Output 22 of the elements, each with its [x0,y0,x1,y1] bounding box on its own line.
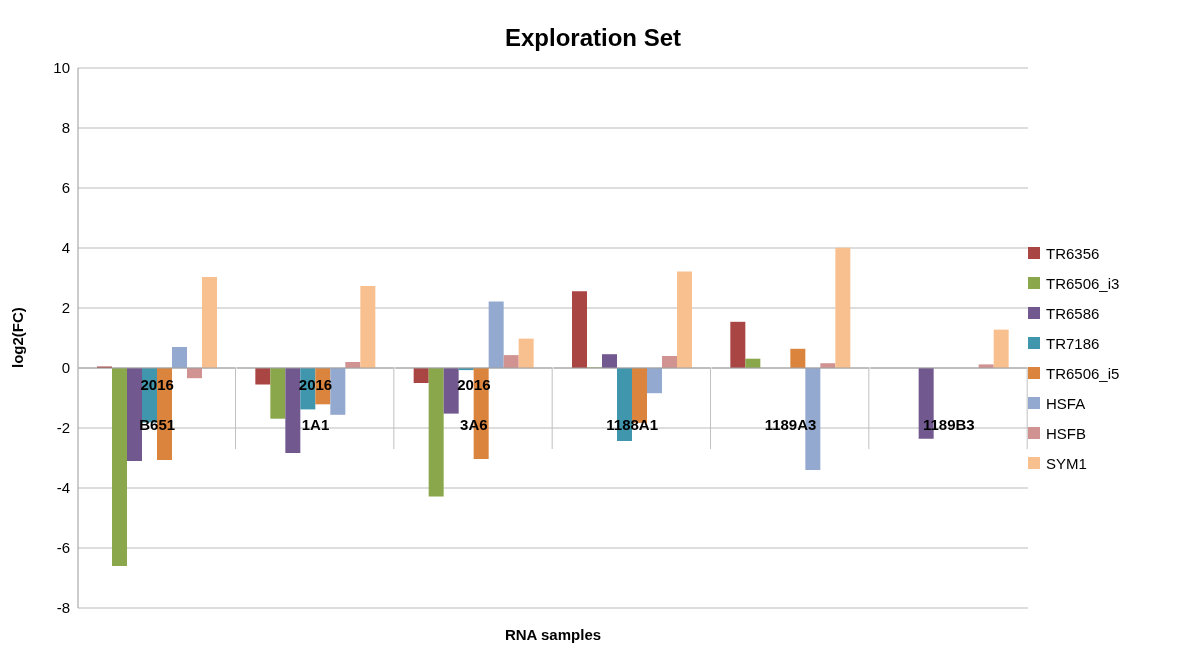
y-tick-label: 10 [53,59,70,77]
y-tick-label: 4 [61,239,70,257]
x-tick-label: 1189A3 [764,416,817,433]
y-tick-label: -6 [56,539,70,557]
y-tick-label: -8 [56,599,70,617]
chart-title: Exploration Set [504,23,682,53]
legend-label: HSFB [1046,424,1087,442]
legend-label: TR6356 [1046,244,1100,262]
y-tick-label: -2 [56,419,70,437]
y-axis-title: log2(FC) [9,307,27,368]
y-tick-label: 6 [61,179,70,197]
legend-label: TR6506_i3 [1046,274,1120,292]
y-tick-label: 2 [61,299,70,317]
legend-label: TR7186 [1046,334,1100,352]
y-tick-label: 8 [61,119,70,137]
y-tick-label: 0 [61,359,70,377]
legend-label: TR6506_i5 [1046,364,1120,382]
legend-label: SYM1 [1046,454,1087,472]
legend-label: HSFA [1046,394,1086,412]
x-axis-title: RNA samples [504,626,602,643]
legend-label: TR6586 [1046,304,1100,322]
y-tick-label: -4 [56,479,70,497]
